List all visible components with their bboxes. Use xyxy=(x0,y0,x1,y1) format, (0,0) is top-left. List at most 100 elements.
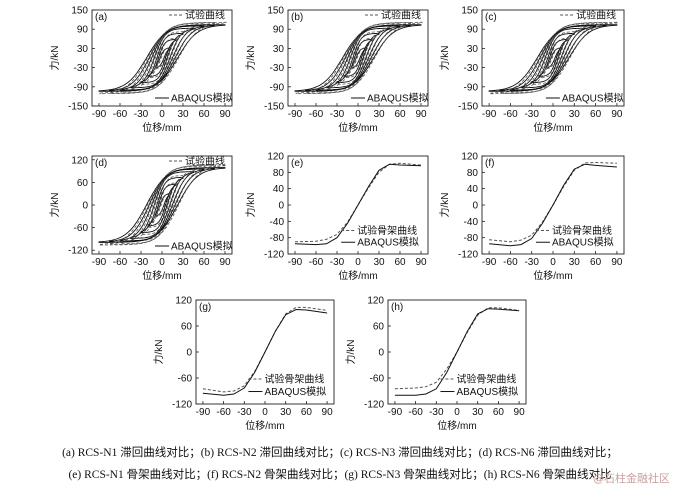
y-tick-label: 150 xyxy=(267,6,284,17)
x-tick-label: -60 xyxy=(309,109,324,120)
y-tick-label: -60 xyxy=(74,223,89,234)
y-axis-label: 力/kN xyxy=(344,340,357,365)
y-tick-label: 30 xyxy=(77,44,89,55)
x-tick-label: 60 xyxy=(394,109,406,120)
x-tick-label: -90 xyxy=(482,109,497,120)
x-tick-label: 0 xyxy=(159,257,165,268)
test-loop xyxy=(306,22,412,94)
y-axis-label: 力/kN xyxy=(48,46,61,71)
x-tick-label: -60 xyxy=(503,257,518,268)
x-tick-label: -60 xyxy=(503,109,518,120)
sim-loop xyxy=(343,39,373,77)
x-tick-label: -30 xyxy=(330,257,345,268)
y-axis-label: 力/kN xyxy=(152,340,165,365)
legend-test: 试验骨架曲线 xyxy=(264,373,324,386)
legend-test: 试验骨架曲线 xyxy=(552,224,612,237)
y-tick-label: 150 xyxy=(71,6,88,17)
x-tick-label: -60 xyxy=(216,407,231,418)
sim-skeleton-line xyxy=(202,308,328,396)
chart-panel-a: -90 -60 -30 0 30 60 90 -150 -90 -30 30 90 150 (a) 位移/m… xyxy=(48,6,233,135)
sim-skeleton-line xyxy=(294,163,422,246)
x-tick-label: 90 xyxy=(514,407,526,418)
legend-test: 试验骨架曲线 xyxy=(456,373,516,386)
x-tick-label: -90 xyxy=(288,109,303,120)
y-tick-label: 30 xyxy=(273,44,285,55)
x-axis-label: 位移/mm xyxy=(437,419,476,432)
x-tick-label: -90 xyxy=(388,407,403,418)
y-tick-label: -30 xyxy=(270,63,285,74)
chart-panel-d: -90 -60 -30 0 30 60 90 -120 -60 0 60 120 (d) 位移/mm 力/k… xyxy=(48,155,233,283)
y-tick-label: 120 xyxy=(267,152,284,163)
test-loop xyxy=(148,37,178,79)
x-tick-label: 60 xyxy=(590,109,602,120)
test-loop xyxy=(500,22,608,94)
y-tick-label: 90 xyxy=(77,25,89,36)
legend-sim: ABAQUS模拟 xyxy=(171,92,233,105)
legend-sim: ABAQUS模拟 xyxy=(264,385,326,398)
legend-sim: ABAQUS模拟 xyxy=(562,92,624,105)
y-tick-label: -120 xyxy=(458,250,478,261)
sim-skeleton-line xyxy=(489,163,617,247)
y-axis-label: 力/kN xyxy=(438,46,451,71)
x-tick-label: 90 xyxy=(322,407,334,418)
x-tick-label: 0 xyxy=(355,109,361,120)
y-tick-label: -30 xyxy=(464,63,479,74)
y-tick-label: -40 xyxy=(270,217,285,228)
x-tick-label: -90 xyxy=(92,257,107,268)
test-loop xyxy=(141,31,185,85)
y-tick-label: -150 xyxy=(264,102,284,113)
x-tick-label: 90 xyxy=(611,257,623,268)
y-tick-label: 120 xyxy=(461,152,478,163)
charts-svg: -90 -60 -30 0 30 60 90 -150 -90 -30 30 90 150 (a) 位移/m… xyxy=(48,6,625,432)
caption-line-2: (e) RCS-N1 骨架曲线对比；(f) RCS-N2 骨架曲线对比；(g) … xyxy=(68,469,612,481)
x-tick-label: 60 xyxy=(493,407,505,418)
y-tick-label: -150 xyxy=(458,102,478,113)
y-axis-label: 力/kN xyxy=(48,193,61,218)
panel-label: (g) xyxy=(199,302,211,313)
x-tick-label: -30 xyxy=(134,109,149,120)
chart-panel-h: -90 -60 -30 0 30 60 90 -120 -60 0 60 120 (h) 位移/mm 力/k… xyxy=(344,296,527,432)
x-tick-label: -30 xyxy=(429,407,444,418)
x-tick-label: -30 xyxy=(524,257,539,268)
sim-loop xyxy=(488,24,618,92)
x-tick-label: 60 xyxy=(198,257,210,268)
x-tick-label: -60 xyxy=(309,257,324,268)
x-tick-label: 30 xyxy=(280,407,292,418)
y-tick-label: 0 xyxy=(278,201,284,212)
panel-label: (h) xyxy=(391,302,403,313)
x-tick-label: -30 xyxy=(237,407,252,418)
legend-sim: ABAQUS模拟 xyxy=(367,92,429,105)
sim-loop xyxy=(147,39,177,77)
y-tick-label: -120 xyxy=(264,250,284,261)
x-tick-label: 0 xyxy=(550,257,556,268)
y-tick-label: 0 xyxy=(472,201,478,212)
x-tick-label: -90 xyxy=(482,257,497,268)
y-tick-label: 120 xyxy=(175,296,192,307)
y-tick-label: -60 xyxy=(370,374,385,385)
y-tick-label: -40 xyxy=(464,217,479,228)
x-tick-label: 0 xyxy=(550,109,556,120)
y-tick-label: 60 xyxy=(373,322,385,333)
sim-loop xyxy=(294,24,422,92)
legend-sim: ABAQUS模拟 xyxy=(357,236,419,249)
x-tick-label: 30 xyxy=(569,257,581,268)
sim-loop xyxy=(531,32,575,84)
test-loop xyxy=(489,21,619,95)
x-axis-label: 位移/mm xyxy=(533,121,572,134)
sim-loop xyxy=(98,167,226,243)
test-loop xyxy=(337,31,381,85)
y-tick-label: 120 xyxy=(367,296,384,307)
sim-loop xyxy=(140,32,184,84)
y-tick-label: 0 xyxy=(82,201,88,212)
y-tick-label: 80 xyxy=(273,168,285,179)
x-tick-label: 60 xyxy=(198,109,210,120)
x-tick-label: 90 xyxy=(415,109,427,120)
x-tick-label: 30 xyxy=(373,109,385,120)
y-tick-label: -30 xyxy=(74,63,89,74)
x-tick-label: -90 xyxy=(196,407,211,418)
x-tick-label: -30 xyxy=(524,109,539,120)
y-tick-label: 40 xyxy=(467,184,479,195)
x-axis-label: 位移/mm xyxy=(142,269,181,282)
x-axis-label: 位移/mm xyxy=(142,121,181,134)
sim-loop xyxy=(98,24,226,92)
